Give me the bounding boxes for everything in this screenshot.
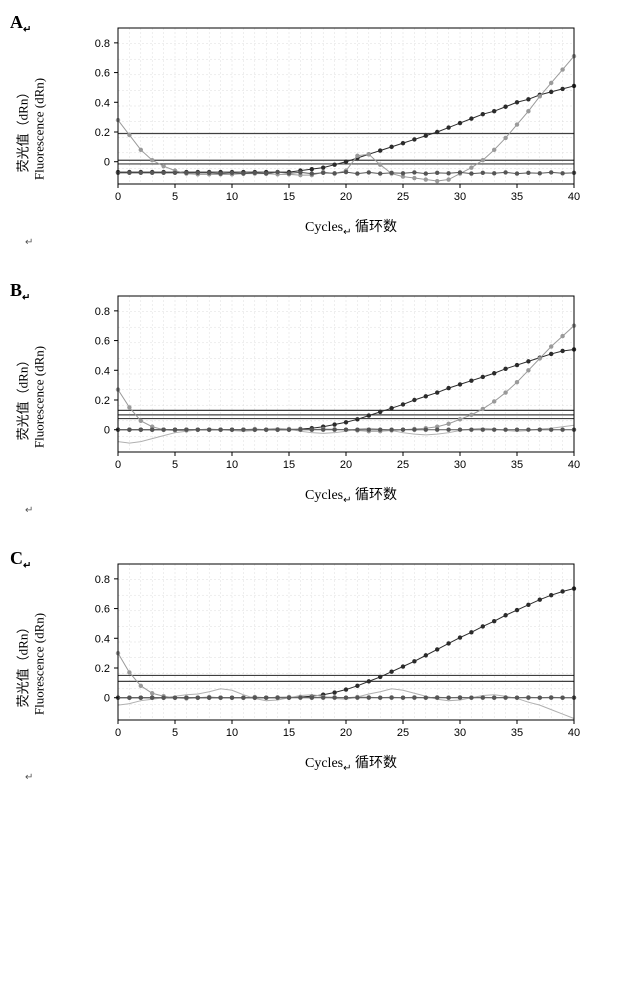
corner-mark: ↵ (25, 237, 33, 248)
svg-text:25: 25 (397, 459, 409, 471)
svg-text:0: 0 (104, 692, 110, 704)
svg-text:0.4: 0.4 (95, 633, 110, 645)
svg-text:0: 0 (115, 459, 121, 471)
svg-text:0: 0 (115, 727, 121, 739)
svg-text:10: 10 (226, 459, 238, 471)
corner-mark: ↵ (25, 772, 33, 783)
svg-text:20: 20 (340, 727, 352, 739)
y-axis-label: 荧光值（dRn）Fluorescence (dRn) (13, 297, 48, 497)
svg-text:35: 35 (511, 191, 523, 203)
svg-text:0.6: 0.6 (95, 335, 110, 347)
svg-text:0.2: 0.2 (95, 663, 110, 675)
svg-text:15: 15 (283, 459, 295, 471)
x-axis-label: Cycles↵ 循环数 (80, 216, 622, 238)
panel-c: C↵荧光值（dRn）Fluorescence (dRn)051015202530… (15, 556, 622, 774)
svg-text:0: 0 (104, 425, 110, 437)
svg-text:5: 5 (172, 459, 178, 471)
svg-text:25: 25 (397, 727, 409, 739)
svg-text:15: 15 (283, 727, 295, 739)
svg-text:25: 25 (397, 191, 409, 203)
svg-text:40: 40 (568, 459, 580, 471)
svg-text:0.6: 0.6 (95, 68, 110, 80)
svg-text:30: 30 (454, 191, 466, 203)
svg-text:0.8: 0.8 (95, 306, 110, 318)
svg-text:0.2: 0.2 (95, 127, 110, 139)
chart-svg: 0 5 10 15 20 25 30 35 40 0 0.2 0.4 0.6 0.8 (80, 288, 580, 478)
svg-text:40: 40 (568, 727, 580, 739)
svg-text:40: 40 (568, 191, 580, 203)
svg-text:30: 30 (454, 727, 466, 739)
chart-wrap: 荧光值（dRn）Fluorescence (dRn)05101520253035… (80, 20, 622, 238)
chart-wrap: 荧光值（dRn）Fluorescence (dRn)05101520253035… (80, 288, 622, 506)
chart-svg: 0 5 10 15 20 25 30 35 40 0 0.2 0.4 0.6 0.8 (80, 20, 580, 210)
svg-text:15: 15 (283, 191, 295, 203)
svg-text:10: 10 (226, 727, 238, 739)
svg-text:0.6: 0.6 (95, 603, 110, 615)
x-axis-label: Cycles↵ 循环数 (80, 752, 622, 774)
svg-text:5: 5 (172, 191, 178, 203)
svg-text:0.2: 0.2 (95, 395, 110, 407)
svg-text:0: 0 (115, 191, 121, 203)
svg-text:10: 10 (226, 191, 238, 203)
y-axis-label: 荧光值（dRn）Fluorescence (dRn) (13, 564, 48, 764)
x-axis-label: Cycles↵ 循环数 (80, 484, 622, 506)
svg-text:5: 5 (172, 727, 178, 739)
svg-text:30: 30 (454, 459, 466, 471)
svg-text:20: 20 (340, 191, 352, 203)
svg-text:35: 35 (511, 727, 523, 739)
svg-text:0.4: 0.4 (95, 365, 110, 377)
svg-text:0.8: 0.8 (95, 38, 110, 50)
svg-text:0.4: 0.4 (95, 97, 110, 109)
svg-text:0: 0 (104, 157, 110, 169)
chart-wrap: 荧光值（dRn）Fluorescence (dRn)05101520253035… (80, 556, 622, 774)
svg-text:0.8: 0.8 (95, 573, 110, 585)
corner-mark: ↵ (25, 505, 33, 516)
chart-svg: 0 5 10 15 20 25 30 35 40 0 0.2 0.4 0.6 0.8 (80, 556, 580, 746)
y-axis-label: 荧光值（dRn）Fluorescence (dRn) (13, 29, 48, 229)
svg-text:35: 35 (511, 459, 523, 471)
panel-a: A↵荧光值（dRn）Fluorescence (dRn)051015202530… (15, 20, 622, 238)
svg-text:20: 20 (340, 459, 352, 471)
panel-b: B↵荧光值（dRn）Fluorescence (dRn)051015202530… (15, 288, 622, 506)
figure-container: A↵荧光值（dRn）Fluorescence (dRn)051015202530… (15, 20, 622, 773)
